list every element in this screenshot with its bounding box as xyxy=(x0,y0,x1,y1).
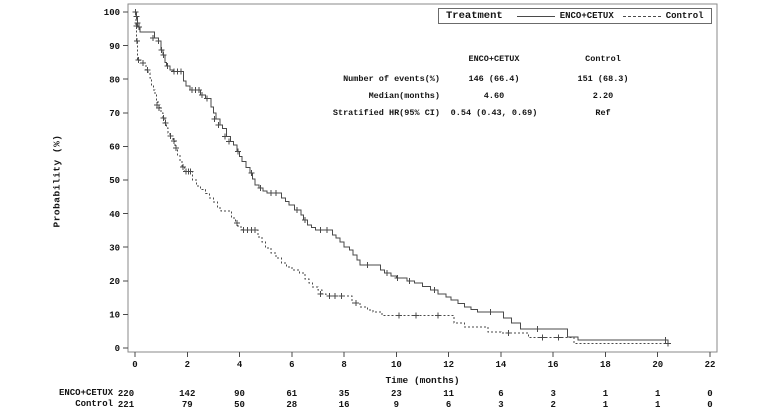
svg-text:220: 220 xyxy=(118,389,134,399)
svg-text:10: 10 xyxy=(109,311,120,321)
svg-text:2: 2 xyxy=(185,360,190,370)
svg-text:0: 0 xyxy=(115,344,120,354)
stats-row-events-control: 151 (68.3) xyxy=(577,74,629,84)
svg-text:79: 79 xyxy=(182,400,193,410)
svg-text:70: 70 xyxy=(109,109,120,119)
legend-label-control: Control xyxy=(665,11,704,21)
svg-text:90: 90 xyxy=(234,389,245,399)
x-axis-title: Time (months) xyxy=(385,375,460,386)
svg-text:2: 2 xyxy=(550,400,555,410)
svg-text:50: 50 xyxy=(234,400,245,410)
risk-row-label-enco-cetux: ENCO+CETUX xyxy=(58,388,113,398)
legend-title: Treatment xyxy=(446,10,503,22)
svg-text:16: 16 xyxy=(548,360,559,370)
legend: Treatment ENCO+CETUX Control xyxy=(438,8,712,24)
svg-text:16: 16 xyxy=(339,400,350,410)
svg-text:0: 0 xyxy=(707,400,712,410)
svg-text:10: 10 xyxy=(391,360,402,370)
svg-text:221: 221 xyxy=(118,400,135,410)
svg-text:0: 0 xyxy=(132,360,137,370)
stats-row-median-label: Median(months) xyxy=(368,91,440,101)
svg-text:4: 4 xyxy=(237,360,243,370)
svg-text:20: 20 xyxy=(652,360,663,370)
svg-text:9: 9 xyxy=(394,400,399,410)
svg-text:142: 142 xyxy=(179,389,195,399)
legend-label-enco-cetux: ENCO+CETUX xyxy=(559,11,614,21)
svg-text:61: 61 xyxy=(286,389,297,399)
stats-row-events-enco: 146 (66.4) xyxy=(468,74,520,84)
svg-text:6: 6 xyxy=(446,400,451,410)
svg-text:1: 1 xyxy=(603,400,609,410)
svg-text:80: 80 xyxy=(109,75,120,85)
svg-text:50: 50 xyxy=(109,176,120,186)
svg-text:60: 60 xyxy=(109,143,120,153)
svg-text:28: 28 xyxy=(286,400,297,410)
dashed-line-sample-icon xyxy=(622,15,661,17)
svg-text:6: 6 xyxy=(498,389,503,399)
svg-text:3: 3 xyxy=(550,389,555,399)
svg-text:1: 1 xyxy=(603,389,609,399)
svg-text:1: 1 xyxy=(655,400,661,410)
solid-line-sample-icon xyxy=(516,15,555,17)
svg-text:1: 1 xyxy=(655,389,661,399)
svg-text:12: 12 xyxy=(443,360,454,370)
svg-text:8: 8 xyxy=(341,360,346,370)
stats-row-hr-label: Stratified HR(95% CI) xyxy=(332,108,440,118)
stats-row-median-enco: 4.60 xyxy=(483,91,505,101)
stats-row-events-label: Number of events(%) xyxy=(343,74,440,84)
svg-text:20: 20 xyxy=(109,277,120,287)
svg-text:22: 22 xyxy=(705,360,716,370)
y-axis-title: Probability (%) xyxy=(51,134,63,228)
svg-text:40: 40 xyxy=(109,210,120,220)
svg-text:30: 30 xyxy=(109,243,120,253)
svg-text:35: 35 xyxy=(339,389,350,399)
svg-text:3: 3 xyxy=(498,400,503,410)
svg-text:11: 11 xyxy=(443,389,454,399)
stats-row-hr-control: Ref xyxy=(595,108,611,118)
svg-text:23: 23 xyxy=(391,389,402,399)
stats-col-header-control: Control xyxy=(585,54,621,64)
svg-text:14: 14 xyxy=(495,360,506,370)
stats-col-header-enco: ENCO+CETUX xyxy=(468,54,520,64)
svg-text:100: 100 xyxy=(104,8,120,18)
stats-row-median-control: 2.20 xyxy=(592,91,614,101)
risk-row-label-control: Control xyxy=(75,399,113,409)
svg-text:0: 0 xyxy=(707,389,712,399)
svg-text:6: 6 xyxy=(289,360,294,370)
svg-text:90: 90 xyxy=(109,42,120,52)
svg-text:18: 18 xyxy=(600,360,611,370)
stats-row-hr-enco: 0.54 (0.43, 0.69) xyxy=(450,108,538,118)
